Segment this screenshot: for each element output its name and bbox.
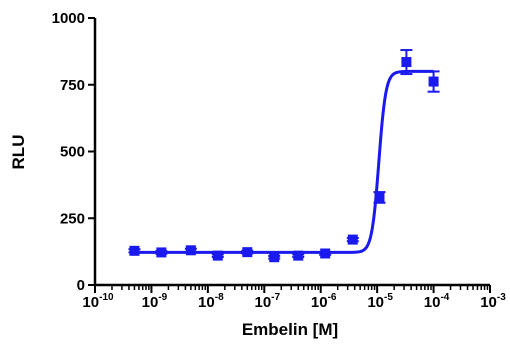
- x-tick-exponent: -4: [440, 292, 449, 303]
- x-tick-label: 10-9: [142, 292, 168, 311]
- x-tick-base: 10: [142, 294, 159, 311]
- data-point: [129, 245, 140, 256]
- data-point: [401, 57, 412, 68]
- x-tick-base: 10: [367, 294, 384, 311]
- data-point: [269, 252, 280, 263]
- x-tick-label: 10-7: [254, 292, 280, 311]
- data-point: [347, 234, 358, 245]
- x-tick-exponent: -3: [497, 292, 506, 303]
- x-tick-exponent: -5: [384, 292, 393, 303]
- x-tick-exponent: -6: [328, 292, 337, 303]
- x-tick-base: 10: [198, 294, 215, 311]
- x-tick-label: 10-10: [82, 292, 114, 311]
- x-axis-title: Embelin [M]: [242, 320, 338, 339]
- data-point: [242, 247, 253, 258]
- data-point: [185, 245, 196, 256]
- fit-curve: [134, 69, 434, 254]
- x-tick-base: 10: [82, 294, 99, 311]
- data-point: [293, 250, 304, 261]
- x-tick-base: 10: [480, 294, 497, 311]
- x-tick-exponent: -9: [158, 292, 167, 303]
- y-tick-label: 1000: [52, 10, 85, 27]
- x-tick-label: 10-4: [424, 292, 450, 311]
- data-point: [428, 76, 439, 87]
- x-tick-exponent: -8: [215, 292, 224, 303]
- fit-curve-layer: [134, 69, 434, 254]
- y-tick-label: 0: [77, 277, 85, 294]
- y-axis: 0 250 500 750 1000: [52, 10, 97, 294]
- data-point: [374, 192, 385, 203]
- y-tick-label: 250: [60, 210, 85, 227]
- x-tick-label: 10-5: [367, 292, 393, 311]
- data-point: [156, 247, 167, 258]
- x-tick-label: 10-6: [311, 292, 337, 311]
- x-tick-base: 10: [311, 294, 328, 311]
- x-axis: 10-10 10-9 10-8 10-7 10-6 10-5 10-4 10-3: [82, 283, 506, 311]
- x-tick-exponent: -7: [271, 292, 280, 303]
- y-axis-title: RLU: [9, 135, 28, 170]
- x-tick-label: 10-8: [198, 292, 224, 311]
- y-tick-label: 500: [60, 144, 85, 161]
- data-point: [320, 248, 331, 259]
- x-tick-label: 10-3: [480, 292, 506, 311]
- x-tick-base: 10: [254, 294, 271, 311]
- data-points-layer: [128, 49, 440, 263]
- x-tick-exponent: -10: [99, 292, 114, 303]
- data-point: [212, 250, 223, 261]
- y-tick-label: 750: [60, 77, 85, 94]
- x-tick-base: 10: [424, 294, 441, 311]
